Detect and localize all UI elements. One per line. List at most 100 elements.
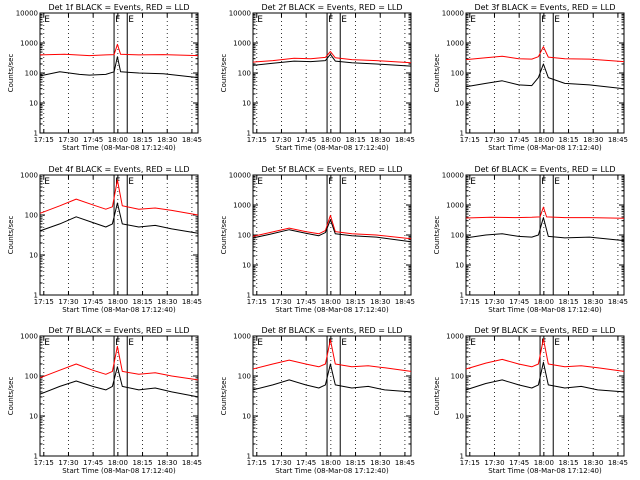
y-tick-label: 100	[25, 70, 38, 78]
chart-panel-1: Det 1f BLACK = Events, RED = LLD 1 10 100 10…	[7, 3, 202, 152]
chart-panel-7: Det 7f BLACK = Events, RED = LLD 1 10 100 10…	[7, 326, 202, 475]
x-tick-label: 17:45	[296, 136, 316, 144]
x-tick-label: 18:45	[608, 298, 628, 306]
y-tick-label: 1000	[233, 40, 251, 48]
x-tick-label: 18:15	[558, 136, 578, 144]
lld-series-line	[252, 51, 412, 64]
events-series-line	[465, 217, 625, 242]
x-tick-label: 18:15	[345, 136, 365, 144]
y-tick-label: 10	[29, 252, 38, 260]
y-tick-label: 1000	[233, 333, 251, 341]
y-tick-label: 10000	[229, 172, 251, 180]
event-marker-label: F	[115, 338, 120, 348]
events-series-line	[252, 53, 412, 67]
panel-title: Det 6f BLACK = Events, RED = LLD	[474, 165, 615, 174]
panel-title: Det 7f BLACK = Events, RED = LLD	[48, 326, 189, 335]
x-tick-label: 18:00	[534, 298, 554, 306]
x-tick-label: 18:30	[583, 136, 603, 144]
y-tick-label: 10	[242, 262, 251, 270]
x-tick-label: 17:15	[460, 136, 480, 144]
event-marker-label: E	[470, 15, 476, 25]
events-series-line	[39, 202, 199, 234]
y-axis-label: Counts/sec	[433, 54, 441, 93]
x-tick-label: 18:45	[182, 459, 202, 467]
y-tick-label: 1000	[20, 333, 38, 341]
x-tick-label: 17:45	[509, 136, 529, 144]
x-tick-label: 17:15	[34, 459, 54, 467]
x-tick-label: 17:15	[247, 298, 267, 306]
plot-frame	[465, 12, 625, 134]
x-tick-label: 18:00	[534, 459, 554, 467]
y-tick-label: 10000	[229, 10, 251, 18]
x-tick-label: 18:45	[182, 298, 202, 306]
x-tick-label: 17:30	[484, 136, 504, 144]
x-tick-label: 18:45	[608, 136, 628, 144]
x-tick-label: 17:30	[58, 136, 78, 144]
x-tick-label: 17:30	[58, 298, 78, 306]
y-tick-label: 10	[29, 413, 38, 421]
events-series-line	[39, 366, 199, 398]
y-tick-label: 10	[455, 413, 464, 421]
x-tick-label: 18:15	[558, 298, 578, 306]
y-axis-label: Counts/sec	[7, 54, 15, 93]
x-tick-label: 18:30	[370, 459, 390, 467]
y-tick-label: 10	[455, 100, 464, 108]
event-marker-label: F	[328, 177, 333, 187]
event-marker-label: E	[44, 338, 50, 348]
y-tick-label: 1	[460, 292, 464, 300]
x-tick-label: 18:45	[608, 459, 628, 467]
event-marker-label: E	[341, 177, 347, 187]
y-axis-label: Counts/sec	[433, 377, 441, 416]
y-tick-label: 10	[455, 262, 464, 270]
y-tick-label: 10	[242, 100, 251, 108]
x-tick-label: 18:45	[395, 298, 415, 306]
chart-panel-3: Det 3f BLACK = Events, RED = LLD 1 10 100 10…	[433, 3, 628, 152]
y-tick-label: 10000	[442, 10, 464, 18]
x-axis-label: Start Time (08-Mar-08 17:12:40)	[488, 306, 602, 314]
plot-frame	[465, 335, 625, 457]
y-tick-label: 1000	[446, 202, 464, 210]
x-axis-label: Start Time (08-Mar-08 17:12:40)	[275, 467, 389, 475]
y-tick-label: 100	[451, 70, 464, 78]
x-tick-label: 17:15	[460, 298, 480, 306]
y-axis-label: Counts/sec	[220, 377, 228, 416]
y-tick-label: 100	[238, 373, 251, 381]
x-tick-label: 18:15	[132, 136, 152, 144]
lld-series-line	[465, 206, 625, 219]
y-tick-label: 1	[247, 453, 251, 461]
panel-title: Det 4f BLACK = Events, RED = LLD	[48, 165, 189, 174]
y-tick-label: 1000	[20, 172, 38, 180]
lld-series-line	[252, 339, 412, 372]
y-tick-label: 1	[460, 453, 464, 461]
event-marker-label: E	[128, 177, 134, 187]
plot-frame	[252, 335, 412, 457]
x-tick-label: 17:30	[271, 136, 291, 144]
y-tick-label: 1	[247, 130, 251, 138]
y-axis-label: Counts/sec	[433, 216, 441, 255]
lld-series-line	[39, 43, 199, 57]
lld-series-line	[39, 179, 199, 216]
chart-panel-6: Det 6f BLACK = Events, RED = LLD 1 10 100 10…	[433, 165, 628, 314]
plot-frame	[39, 335, 199, 457]
y-axis-label: Counts/sec	[220, 216, 228, 255]
x-tick-label: 18:15	[558, 459, 578, 467]
lld-series-line	[252, 214, 412, 240]
y-tick-label: 10000	[442, 172, 464, 180]
lld-series-line	[465, 338, 625, 372]
y-tick-label: 1	[34, 130, 38, 138]
panel-title: Det 9f BLACK = Events, RED = LLD	[474, 326, 615, 335]
panel-title: Det 2f BLACK = Events, RED = LLD	[261, 3, 402, 12]
x-tick-label: 17:30	[484, 459, 504, 467]
x-tick-label: 17:15	[34, 136, 54, 144]
y-tick-label: 100	[238, 232, 251, 240]
events-series-line	[465, 361, 625, 393]
event-marker-label: E	[470, 177, 476, 187]
y-tick-label: 10	[242, 413, 251, 421]
x-tick-label: 18:00	[108, 136, 128, 144]
x-tick-label: 18:45	[395, 459, 415, 467]
y-axis-label: Counts/sec	[7, 216, 15, 255]
x-tick-label: 17:45	[509, 459, 529, 467]
x-tick-label: 17:15	[460, 459, 480, 467]
event-marker-label: E	[341, 338, 347, 348]
x-tick-label: 17:45	[296, 459, 316, 467]
